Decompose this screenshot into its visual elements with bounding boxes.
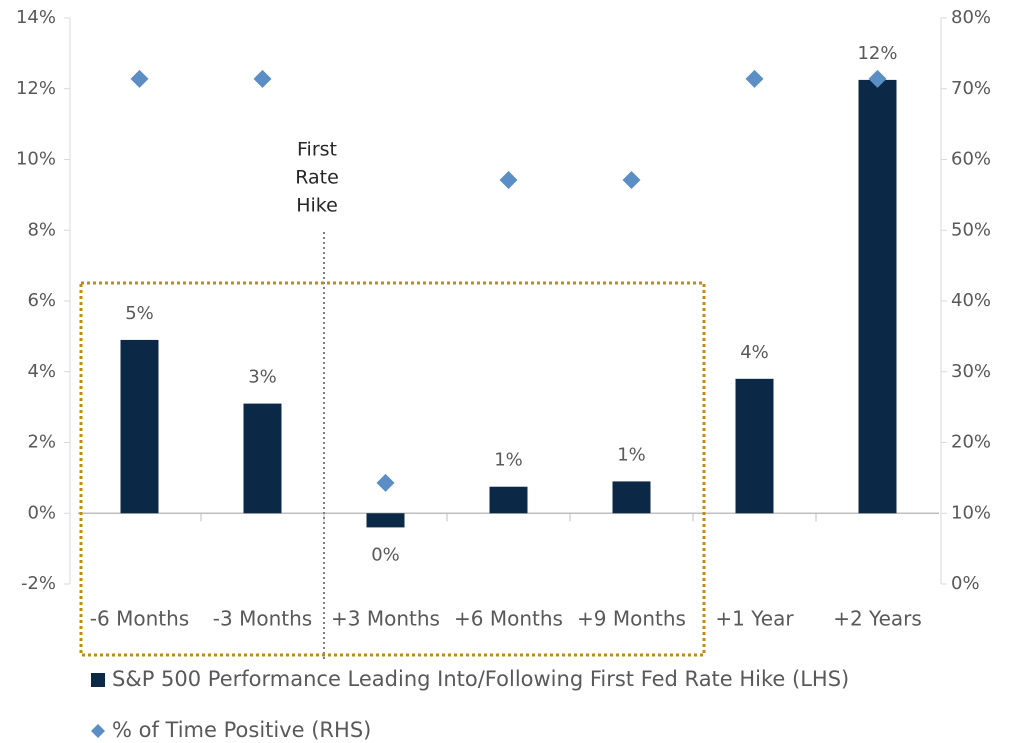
- diamond-marker: [868, 69, 887, 88]
- value-label: 5%: [125, 303, 154, 324]
- bar: [243, 403, 282, 514]
- y-tick-label: 2%: [27, 432, 56, 453]
- annotation: Rate: [295, 167, 339, 189]
- x-tick-label: +3 Months: [331, 607, 440, 631]
- x-tick-label: +9 Months: [577, 607, 686, 631]
- diamond-marker: [499, 171, 518, 190]
- value-label: 3%: [248, 367, 277, 388]
- y2-tick-label: 80%: [951, 7, 991, 28]
- bar: [858, 79, 897, 514]
- x-tick-label: +6 Months: [454, 607, 563, 631]
- y-tick-label: 14%: [16, 7, 56, 28]
- legend-label: S&P 500 Performance Leading Into/Followi…: [112, 667, 849, 691]
- x-tick-label: -6 Months: [90, 607, 189, 631]
- y2-tick-label: 70%: [951, 78, 991, 99]
- y-tick-label: 4%: [27, 361, 56, 382]
- value-label: 4%: [740, 342, 769, 363]
- y2-tick-label: 10%: [951, 502, 991, 523]
- x-tick-label: -3 Months: [213, 607, 312, 631]
- x-tick-label: +2 Years: [833, 607, 922, 631]
- bar: [489, 486, 528, 514]
- value-label: 0%: [371, 544, 400, 565]
- y-tick-label: 12%: [16, 78, 56, 99]
- annotation: Hike: [296, 195, 338, 217]
- y2-tick-label: 20%: [951, 432, 991, 453]
- diamond-marker: [376, 473, 395, 492]
- y-tick-label: 8%: [27, 219, 56, 240]
- diamond-marker: [130, 69, 149, 88]
- y-tick-label: 10%: [16, 149, 56, 170]
- legend-label: % of Time Positive (RHS): [112, 718, 371, 742]
- y2-tick-label: 0%: [951, 573, 980, 594]
- diamond-marker: [745, 69, 764, 88]
- annotation: First: [297, 139, 337, 161]
- y-tick-label: -2%: [21, 573, 56, 594]
- y2-tick-label: 30%: [951, 361, 991, 382]
- highlight-box: [79, 281, 706, 657]
- bar: [612, 481, 651, 514]
- y2-tick-label: 60%: [951, 149, 991, 170]
- x-tick-label: +1 Year: [715, 607, 794, 631]
- legend-swatch: [91, 673, 105, 687]
- legend-swatch: [91, 724, 105, 738]
- diamond-marker: [622, 171, 641, 190]
- y-tick-label: 0%: [27, 502, 56, 523]
- bar: [366, 513, 405, 528]
- y2-tick-label: 40%: [951, 290, 991, 311]
- y-tick-label: 6%: [27, 290, 56, 311]
- value-label: 1%: [617, 444, 646, 465]
- value-label: 12%: [857, 43, 897, 64]
- value-label: 1%: [494, 450, 523, 471]
- bar: [120, 339, 159, 514]
- y2-tick-label: 50%: [951, 219, 991, 240]
- diamond-marker: [253, 69, 272, 88]
- bar: [735, 378, 774, 514]
